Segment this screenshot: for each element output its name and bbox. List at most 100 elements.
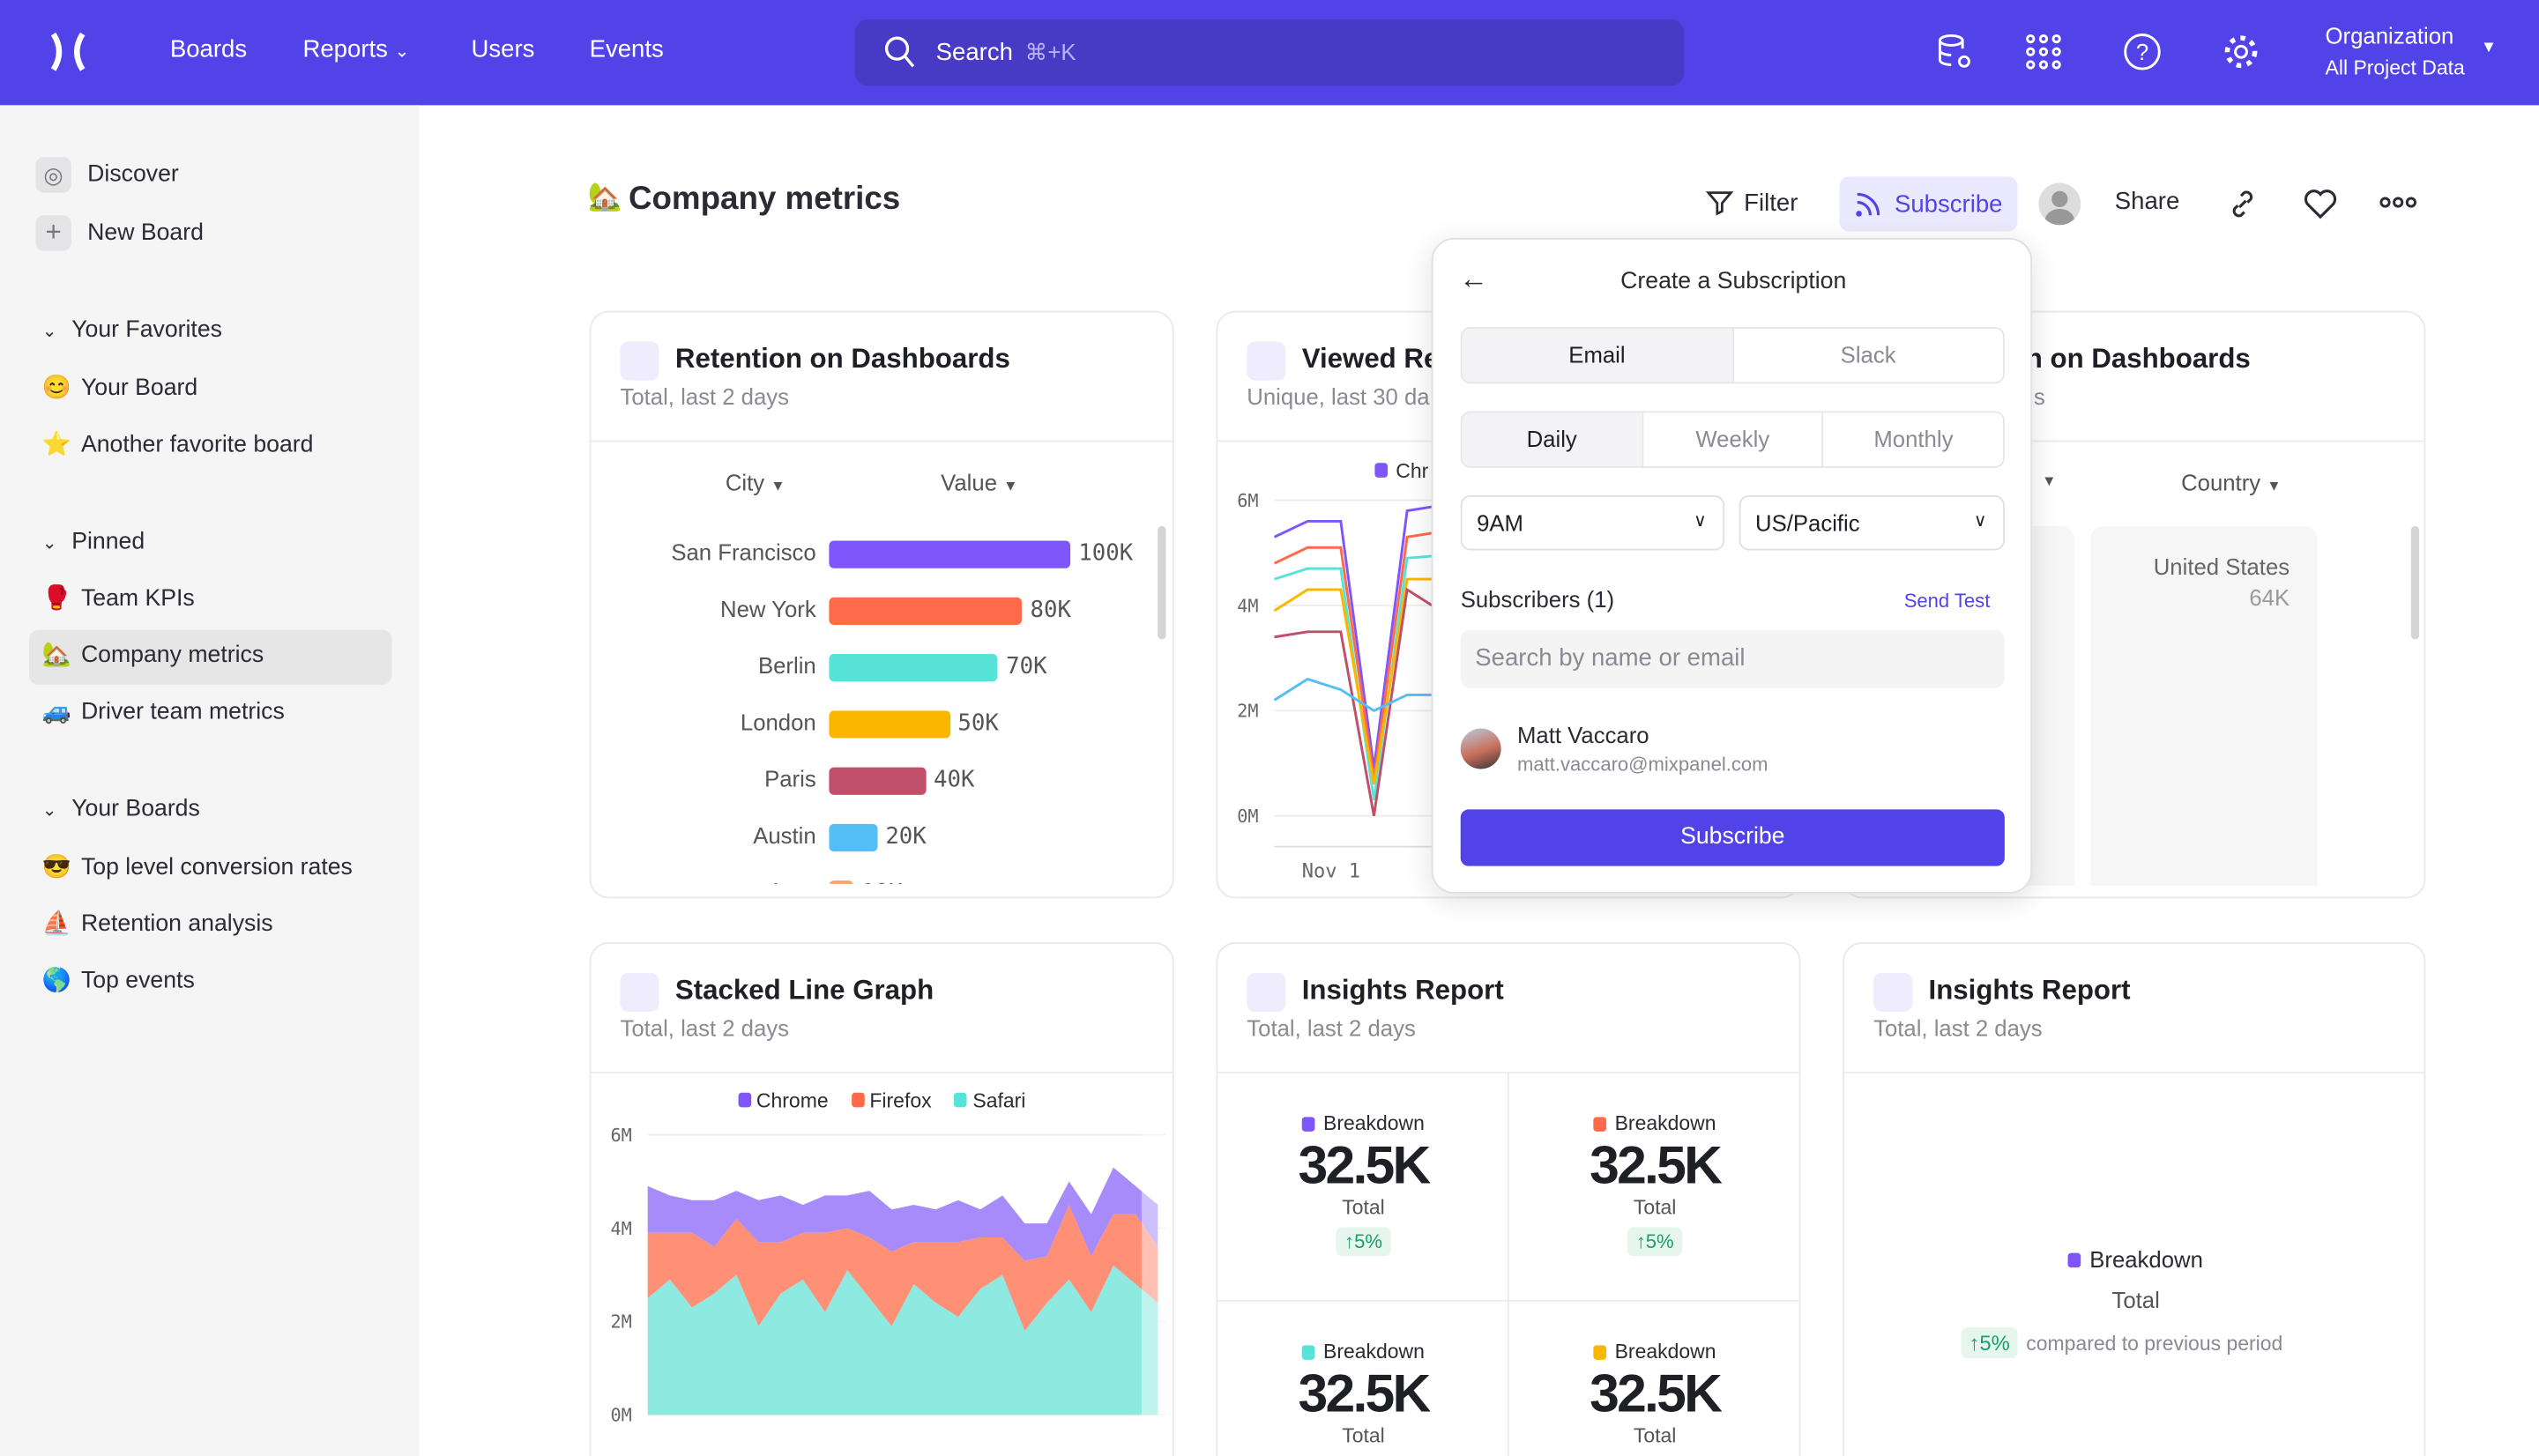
column-value[interactable]: Value ▼	[941, 470, 1017, 495]
avatar[interactable]	[2038, 182, 2081, 226]
card-subtitle: Total, last 2 days	[620, 1014, 790, 1042]
sidebar	[0, 105, 420, 1456]
legend-safari[interactable]: Safari	[954, 1089, 1025, 1112]
metric-tile[interactable]: Breakdown 32.5K Total ↑5%	[1217, 1112, 1509, 1257]
sidebar-item[interactable]: 😎 Top level conversion rates	[42, 853, 353, 880]
subscribe-button[interactable]: Subscribe	[1839, 176, 2018, 232]
insights-chart-icon	[1247, 341, 1286, 381]
sidebar-item[interactable]: ⭐ Another favorite board	[42, 431, 314, 457]
link-icon[interactable]	[2227, 188, 2260, 220]
report-card-stacked[interactable]: Stacked Line Graph Total, last 2 days Ch…	[589, 941, 1174, 1456]
heart-icon[interactable]	[2303, 188, 2338, 220]
help-icon[interactable]: ?	[2123, 33, 2162, 71]
bar[interactable]	[829, 880, 853, 884]
apps-grid-icon[interactable]	[2024, 33, 2063, 71]
sidebar-item[interactable]: 🌎 Top events	[42, 967, 195, 993]
back-arrow-icon[interactable]: ←	[1458, 262, 1488, 295]
legend-firefox[interactable]: Firefox	[851, 1089, 932, 1112]
mixpanel-logo-icon[interactable]	[48, 32, 87, 71]
metric-caption: Total	[1633, 1196, 1677, 1220]
metric-tile[interactable]: Breakdown 32.5K Total ↑5%	[1509, 1112, 1799, 1257]
column-label: Value	[941, 469, 998, 496]
y-tick-label: 6M	[1237, 490, 1258, 511]
report-card-insights[interactable]: Insights Report Total, last 2 days Break…	[1216, 941, 1801, 1456]
y-tick-label: 4M	[1237, 595, 1258, 616]
card-title[interactable]: Insights Report	[1928, 974, 2131, 1006]
sidebar-item-active[interactable]: 🏡 Company metrics	[42, 641, 264, 668]
bar[interactable]	[829, 540, 1071, 568]
tab-daily[interactable]: Daily	[1462, 412, 1642, 466]
database-settings-icon[interactable]	[1935, 33, 1974, 71]
plus-icon: +	[35, 215, 71, 251]
card-title[interactable]: n on Dashboards	[2025, 343, 2251, 375]
metric-tile[interactable]: Breakdown 32.5K Total	[1509, 1341, 1799, 1447]
nav-users[interactable]: Users	[471, 35, 535, 63]
tab-weekly[interactable]: Weekly	[1641, 412, 1822, 466]
sidebar-item[interactable]: 😊 Your Board	[42, 374, 197, 401]
subscribe-submit-button[interactable]: Subscribe	[1460, 809, 2005, 866]
search-icon	[884, 36, 915, 68]
metric-value: 32.5K	[1298, 1134, 1432, 1195]
sidebar-item-new-board[interactable]: + New Board	[35, 215, 204, 251]
report-card-insights-2[interactable]: Insights Report Total, last 2 days Break…	[1843, 941, 2426, 1456]
compass-icon: ◎	[35, 157, 71, 193]
sidebar-item[interactable]: 🥊 Team KPIs	[42, 584, 195, 612]
bar[interactable]	[829, 767, 926, 795]
sidebar-item[interactable]: ⛵ Retention analysis	[42, 910, 273, 937]
card-title[interactable]: Retention on Dashboards	[674, 343, 1010, 375]
timezone-select[interactable]: US/Pacific ∨	[1739, 495, 2005, 551]
section-pinned[interactable]: ⌄ Pinned	[42, 530, 145, 555]
subscriber-avatar	[1460, 728, 1501, 769]
table-cell-country[interactable]: United States 64K	[2090, 525, 2318, 886]
send-test-link[interactable]: Send Test	[1903, 589, 1991, 613]
tab-slack[interactable]: Slack	[1731, 328, 2003, 383]
card-title[interactable]: Insights Report	[1301, 974, 1504, 1006]
metric-label-text: Breakdown	[2089, 1246, 2203, 1273]
bar-value-label: 70K	[1006, 654, 1047, 680]
legend-swatch	[954, 1092, 967, 1108]
time-select[interactable]: 9AM ∨	[1460, 495, 1725, 551]
report-card-retention[interactable]: Retention on Dashboards Total, last 2 da…	[589, 310, 1174, 899]
caret-down-icon[interactable]: ▼	[2480, 39, 2498, 57]
nav-reports[interactable]: Reports ⌄	[302, 35, 409, 63]
bar-value-label: 10K	[861, 880, 902, 884]
board-emoji-icon: 🏡	[587, 181, 622, 212]
section-your-boards[interactable]: ⌄ Your Boards	[42, 797, 200, 822]
bar[interactable]	[829, 710, 950, 739]
column-city[interactable]: City ▼	[726, 470, 786, 495]
metric-tile[interactable]: Breakdown 32.5K Total	[1217, 1341, 1509, 1447]
subscriber-email: matt.vaccaro@mixpanel.com	[1517, 753, 1768, 776]
legend-swatch	[1374, 463, 1389, 478]
project-label[interactable]: All Project Data	[2325, 56, 2465, 79]
nav-boards[interactable]: Boards	[169, 35, 248, 63]
y-tick-label: 0M	[610, 1405, 631, 1426]
channel-tabs: Email Slack	[1460, 327, 2005, 384]
share-button[interactable]: Share	[2114, 188, 2180, 216]
subscriber-name: Matt Vaccaro	[1517, 722, 1649, 748]
caret-down-icon[interactable]: ▼	[2042, 472, 2057, 489]
bar[interactable]	[829, 823, 878, 852]
section-favorites[interactable]: ⌄ Your Favorites	[42, 317, 222, 343]
tab-monthly[interactable]: Monthly	[1821, 412, 2003, 466]
nav-events[interactable]: Events	[589, 35, 664, 63]
filter-button[interactable]: Filter	[1705, 188, 1798, 217]
card-title[interactable]: Stacked Line Graph	[674, 974, 934, 1006]
bar-chart: San Francisco 100K New York 80K Berlin 70K Lon…	[591, 312, 1172, 884]
bar[interactable]	[829, 654, 998, 682]
series-swatch	[1302, 1344, 1315, 1359]
settings-gear-icon[interactable]	[2222, 33, 2260, 71]
card-title[interactable]: Viewed Re	[1301, 343, 1440, 375]
scrollbar[interactable]	[2410, 525, 2420, 640]
subscriber-search-input[interactable]: Search by name or email	[1460, 629, 2005, 688]
scrollbar[interactable]	[1158, 525, 1166, 640]
legend-chrome[interactable]: Chrome	[737, 1089, 829, 1112]
sidebar-item-discover[interactable]: ◎ Discover	[35, 157, 179, 193]
search-input[interactable]: Search ⌘+K	[854, 19, 1685, 86]
org-label[interactable]: Organization	[2325, 22, 2454, 49]
tab-email[interactable]: Email	[1462, 328, 1732, 383]
bar[interactable]	[829, 597, 1023, 625]
column-country[interactable]: Country ▼	[2181, 470, 2282, 495]
sidebar-item[interactable]: 🚙 Driver team metrics	[42, 698, 285, 725]
more-options-icon[interactable]	[2379, 194, 2417, 210]
